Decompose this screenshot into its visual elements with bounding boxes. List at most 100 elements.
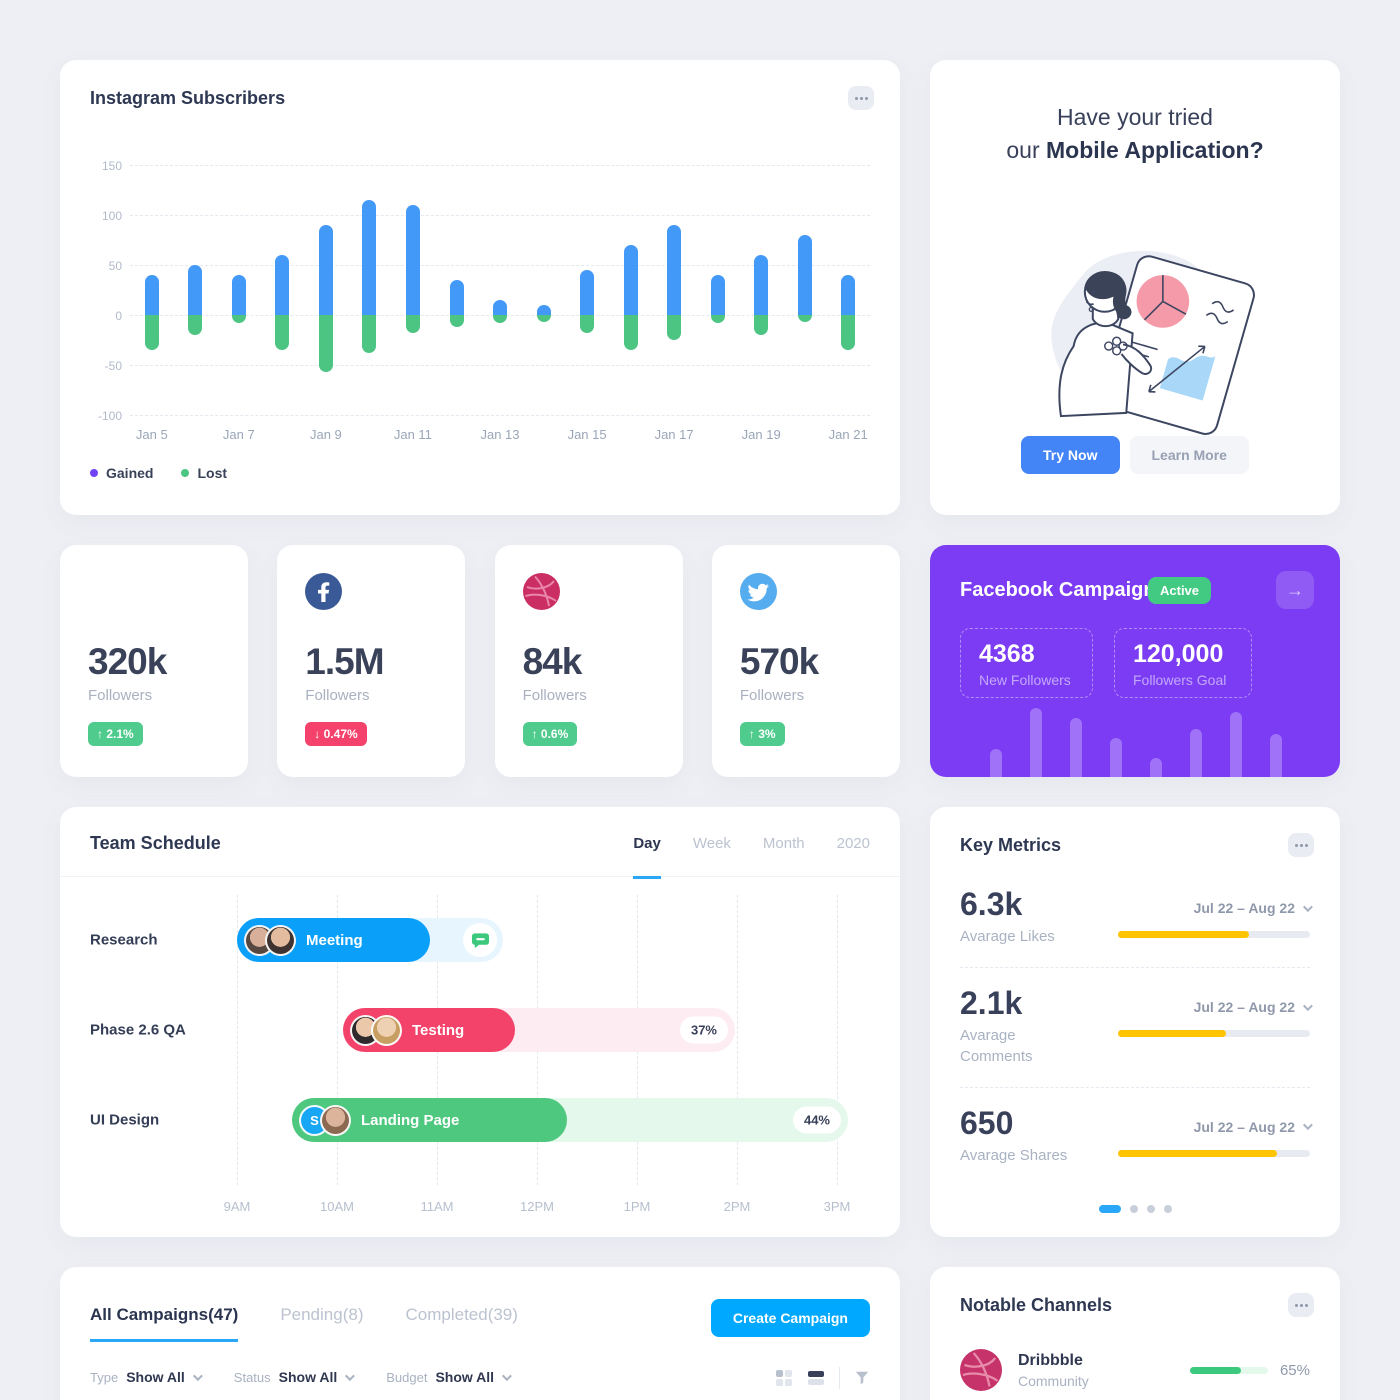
create-campaign-button[interactable]: Create Campaign [710, 1299, 870, 1337]
pagination-dot[interactable] [1129, 1205, 1138, 1213]
time-axis-label: 12PM [520, 1199, 554, 1214]
metric-right: Jul 22 – Aug 22 [1118, 886, 1313, 947]
bar-gained[interactable] [144, 275, 159, 315]
chat-bubble-icon[interactable] [463, 923, 497, 957]
filter-type[interactable]: Type Show All [90, 1369, 203, 1385]
grid-view-icon[interactable] [775, 1369, 793, 1387]
task-pill-testing[interactable]: Testing [343, 1008, 515, 1052]
time-axis-label: 10AM [320, 1199, 354, 1214]
change-badge: ↓ 0.47% [305, 722, 367, 746]
bar-gained[interactable] [318, 225, 333, 315]
arrow-right-icon[interactable]: → [1276, 571, 1314, 609]
bar-gained[interactable] [231, 275, 246, 315]
mobile-app-promo-card: Have your tried our Mobile Application? [930, 60, 1340, 515]
list-view-icon[interactable] [807, 1369, 825, 1387]
campaigns-tab[interactable]: Completed(39) [405, 1305, 518, 1324]
gantt-row-label: Research [90, 931, 158, 949]
filter-status[interactable]: Status Show All [234, 1369, 356, 1385]
task-pill-landing-page[interactable]: S Landing Page [292, 1098, 567, 1142]
campaign-filters: Type Show All Status Show All Budget Show All [90, 1369, 512, 1385]
bar-lost[interactable] [231, 315, 246, 323]
key-metrics-list: 6.3k Avarage Likes Jul 22 – Aug 22 2.1k Avar… [960, 869, 1313, 1186]
campaigns-tab[interactable]: All Campaigns(47) [90, 1305, 239, 1342]
date-range-dropdown[interactable]: Jul 22 – Aug 22 [1118, 1119, 1313, 1135]
chevron-down-icon [192, 1370, 203, 1381]
instagram-followers-card: 320k Followers ↑ 2.1% [60, 545, 248, 777]
bar-lost[interactable] [797, 315, 812, 322]
bar-gained[interactable] [536, 305, 551, 315]
metric-progress-track [1118, 1030, 1310, 1038]
date-range-dropdown[interactable]: Jul 22 – Aug 22 [1118, 999, 1313, 1015]
gridline: 150 [102, 159, 870, 173]
dribbble-icon [522, 573, 655, 615]
campaign-bar [1070, 718, 1082, 777]
schedule-tab-day[interactable]: Day [633, 835, 661, 879]
bar-lost[interactable] [710, 315, 725, 323]
bar-gained[interactable] [710, 275, 725, 315]
twitter-icon [739, 573, 872, 615]
metric-progress-fill [1118, 1149, 1278, 1157]
bar-lost[interactable] [493, 315, 507, 323]
filter-budget[interactable]: Budget Show All [386, 1369, 512, 1385]
woman-presenting-charts-illustration [970, 225, 1300, 445]
bar-gained[interactable] [754, 255, 769, 315]
campaigns-tabs: All Campaigns(47) Pending(8) Completed(39) [90, 1305, 518, 1342]
task-pill-meeting[interactable]: Meeting [237, 918, 430, 962]
bar-gained[interactable] [362, 200, 377, 315]
bar-gained[interactable] [405, 205, 420, 315]
chevron-down-icon [1302, 901, 1313, 912]
legend-dot [90, 469, 98, 477]
ellipsis-menu-icon[interactable] [848, 86, 874, 110]
card-title: Key Metrics [960, 835, 1062, 855]
metric-label: Avarage Likes [960, 928, 1055, 945]
bar-lost[interactable] [275, 315, 290, 350]
schedule-tab-week[interactable]: Week [692, 835, 731, 852]
pagination-dot[interactable] [1163, 1205, 1172, 1213]
bar-lost[interactable] [318, 315, 333, 372]
gridline: -100 [98, 409, 870, 423]
bar-lost[interactable] [405, 315, 420, 333]
bar-gained[interactable] [797, 235, 812, 315]
y-axis-tick-label: -100 [97, 409, 122, 423]
campaigns-tab[interactable]: Pending(8) [280, 1305, 364, 1324]
schedule-tab-month[interactable]: Month [762, 835, 805, 852]
bar-lost[interactable] [536, 315, 551, 322]
bar-lost[interactable] [188, 315, 203, 335]
bar-gained[interactable] [580, 270, 595, 315]
campaign-bar [990, 749, 1002, 777]
task-track: Testing 37% [343, 1008, 735, 1052]
bar-lost[interactable] [841, 315, 856, 350]
bar-gained[interactable] [623, 245, 638, 315]
bar-gained[interactable] [275, 255, 290, 315]
metric-left: 650 Avarage Shares [960, 1105, 1067, 1166]
twitter-followers-card: 570k Followers ↑ 3% [711, 545, 900, 777]
bar-gained[interactable] [188, 265, 203, 315]
bar-lost[interactable] [754, 315, 769, 335]
pagination-dot[interactable] [1146, 1205, 1155, 1213]
card-title: Notable Channels [960, 1295, 1113, 1315]
metric-value: 650 [960, 1104, 1014, 1141]
schedule-tab-2020[interactable]: 2020 [836, 835, 870, 852]
try-now-button[interactable]: Try Now [1021, 436, 1120, 474]
channel-name: Dribbble [1018, 1351, 1083, 1369]
bar-lost[interactable] [667, 315, 682, 340]
bar-gained[interactable] [841, 275, 856, 315]
learn-more-button[interactable]: Learn More [1129, 436, 1249, 474]
gantt-gridline [737, 895, 738, 1185]
followers-label: Followers [522, 687, 587, 704]
bar-lost[interactable] [144, 315, 159, 350]
pagination-dot[interactable] [1098, 1205, 1121, 1213]
date-range-dropdown[interactable]: Jul 22 – Aug 22 [1118, 900, 1313, 916]
bar-lost[interactable] [580, 315, 595, 333]
bar-gained[interactable] [493, 300, 507, 315]
ellipsis-menu-icon[interactable] [1288, 1293, 1314, 1317]
bar-lost[interactable] [623, 315, 638, 350]
bar-gained[interactable] [667, 225, 682, 315]
bar-lost[interactable] [449, 315, 464, 327]
ellipsis-menu-icon[interactable] [1288, 833, 1314, 857]
promo-title-line1: Have your tried [1057, 104, 1213, 130]
bar-lost[interactable] [362, 315, 377, 353]
bar-gained[interactable] [449, 280, 464, 315]
time-axis-label: 1PM [623, 1199, 651, 1214]
filter-funnel-icon[interactable] [854, 1370, 870, 1386]
